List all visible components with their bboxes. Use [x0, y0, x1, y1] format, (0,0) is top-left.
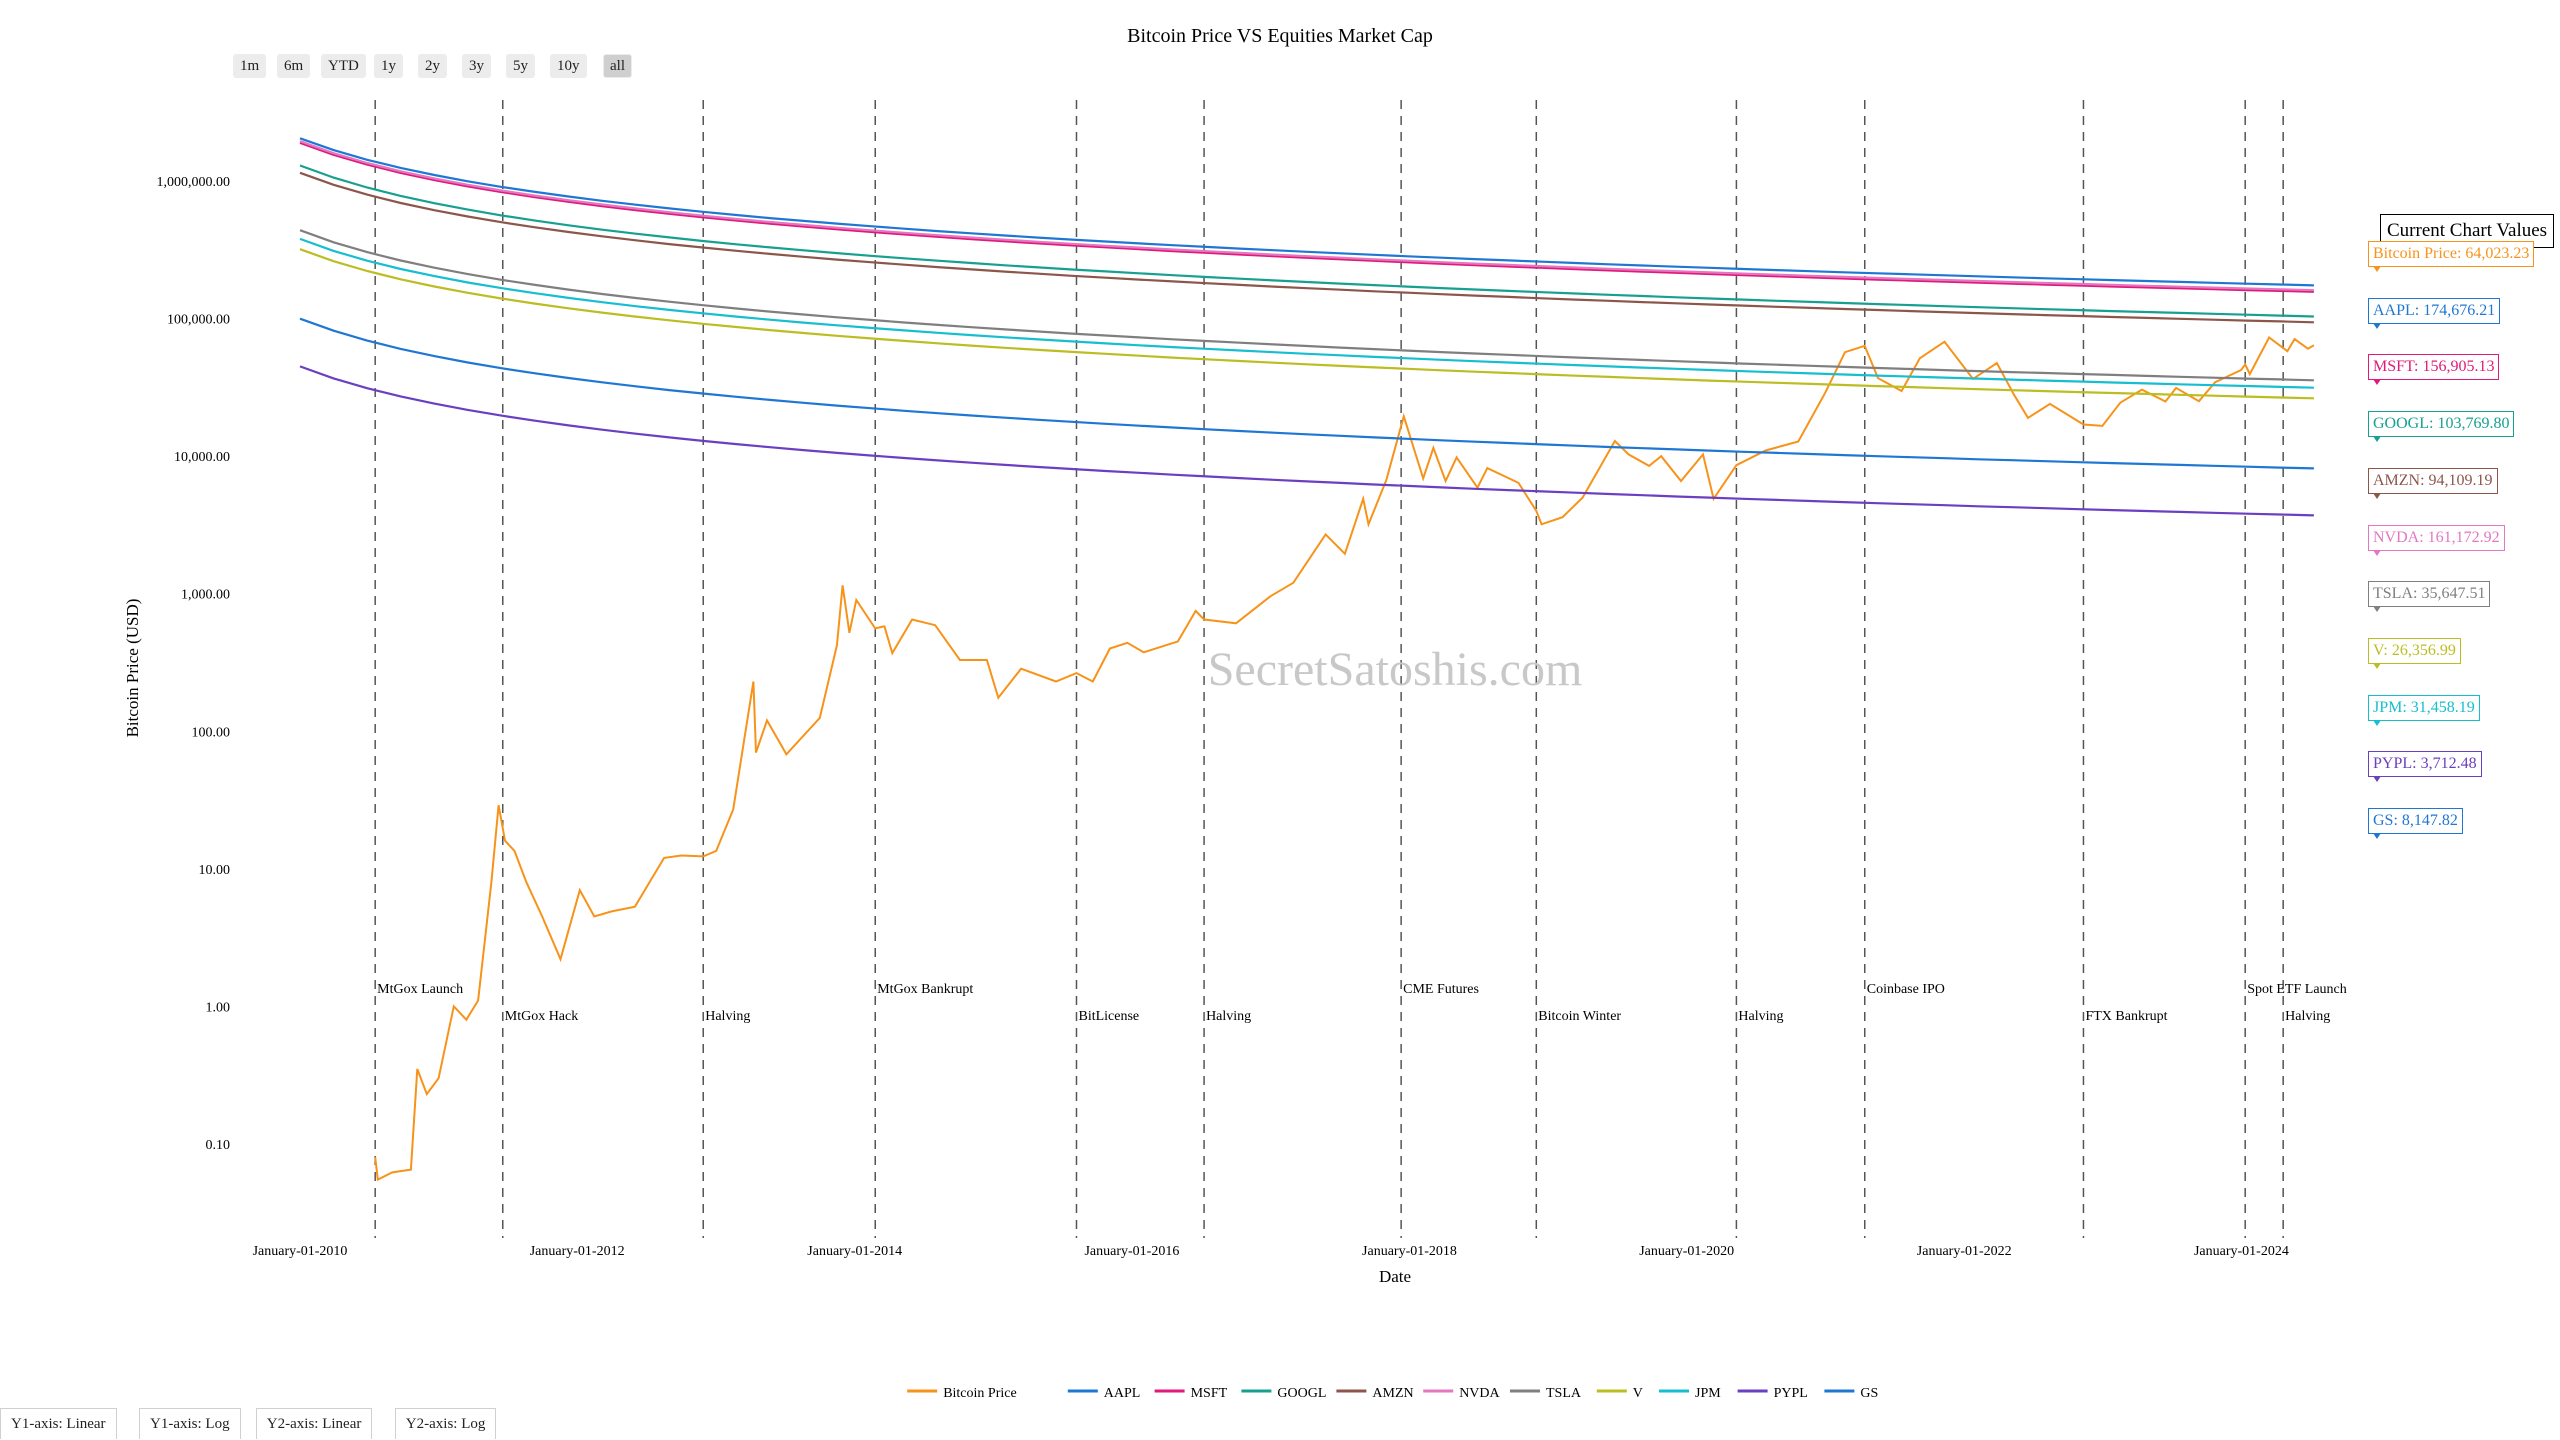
series-line-amzn [299, 171, 2314, 324]
event-label: Bitcoin Winter [1538, 1009, 1621, 1024]
range-button-10y[interactable]: 10y [550, 54, 587, 78]
range-button-all[interactable]: all [603, 54, 632, 78]
y-tick-label: 1.00 [206, 1000, 231, 1015]
event-label: Halving [2285, 1009, 2330, 1024]
series-line-aapl [299, 137, 2314, 287]
legend-item: Bitcoin Price [943, 1386, 1017, 1401]
series-line-jpm [299, 237, 2314, 389]
y-tick-label: 10,000.00 [174, 450, 230, 465]
x-tick-label: January-01-2018 [1362, 1244, 1457, 1259]
y-tick-label: 100.00 [192, 725, 231, 740]
y-tick-label: 100,000.00 [167, 313, 230, 328]
current-value-box: JPM: 31,458.19 [2368, 694, 2480, 726]
range-button-6m[interactable]: 6m [277, 54, 311, 78]
axis-button-y2-axis-log[interactable]: Y2-axis: Log [394, 1408, 497, 1439]
watermark: SecretSatoshis.com [1208, 643, 1583, 696]
range-button-1y[interactable]: 1y [374, 54, 403, 78]
x-tick-label: January-01-2012 [530, 1244, 625, 1259]
event-label: BitLicense [1078, 1009, 1139, 1024]
current-value-box: GS: 8,147.82 [2368, 808, 2463, 839]
range-button-1m[interactable]: 1m [233, 54, 267, 78]
x-tick-label: January-01-2016 [1084, 1244, 1179, 1259]
current-value-box: GOOGL: 103,769.80 [2368, 411, 2515, 443]
event-label: Halving [1738, 1009, 1783, 1024]
event-label: MtGox Bankrupt [877, 982, 973, 997]
series-lines [299, 137, 2315, 1182]
chart-title: Bitcoin Price VS Equities Market Cap [1127, 25, 1433, 47]
current-value-box: TSLA: 35,647.51 [2368, 581, 2491, 613]
x-axis-title: Date [1379, 1267, 1411, 1286]
range-button-3y[interactable]: 3y [462, 54, 491, 78]
x-tick-label: January-01-2022 [1917, 1244, 2012, 1259]
legend-item: AMZN [1372, 1386, 1413, 1401]
current-value-box: V: 26,356.99 [2368, 637, 2461, 669]
event-label: FTX Bankrupt [2085, 1009, 2167, 1024]
y-tick-label: 10.00 [199, 863, 231, 878]
event-label: MtGox Launch [377, 982, 463, 997]
legend-item: NVDA [1459, 1386, 1500, 1401]
axis-button-y1-axis-linear[interactable]: Y1-axis: Linear [0, 1408, 117, 1439]
event-label: MtGox Hack [505, 1009, 579, 1024]
event-label: Halving [1206, 1009, 1251, 1024]
legend-item: GOOGL [1277, 1386, 1326, 1401]
x-tick-label: January-01-2014 [807, 1244, 902, 1259]
legend-item: V [1633, 1386, 1643, 1401]
axes: 0.10 1.00 10.00 100.00 1,000.00 10,000.00 100,… [157, 175, 2289, 1259]
current-value-box: AMZN: 94,109.19 [2368, 467, 2498, 499]
event-label: CME Futures [1403, 982, 1479, 997]
x-tick-label: January-01-2010 [253, 1244, 348, 1259]
legend-item: MSFT [1191, 1386, 1228, 1401]
series-line-pypl [299, 365, 2314, 517]
x-tick-label: January-01-2024 [2194, 1244, 2289, 1259]
series-line-nvda [299, 140, 2314, 292]
current-value-box: PYPL: 3,712.48 [2368, 751, 2482, 783]
series-line-msft [299, 141, 2314, 293]
legend-item: GS [1860, 1386, 1878, 1401]
x-tick-label: January-01-2020 [1639, 1244, 1734, 1259]
range-button-5y[interactable]: 5y [506, 54, 535, 78]
axis-button-y2-axis-linear[interactable]: Y2-axis: Linear [255, 1408, 373, 1439]
y-axis-title: Bitcoin Price (USD) [123, 599, 142, 738]
series-line-gs [299, 317, 2314, 470]
series-line-bitcoin-price [374, 335, 2315, 1182]
y-tick-label: 1,000.00 [181, 588, 230, 603]
range-button-2y[interactable]: 2y [418, 54, 447, 78]
series-line-v [299, 248, 2314, 400]
legend-item: TSLA [1546, 1386, 1582, 1401]
legend-item: JPM [1695, 1386, 1721, 1401]
axis-button-y1-axis-log[interactable]: Y1-axis: Log [139, 1408, 241, 1439]
current-value-box: AAPL: 174,676.21 [2368, 297, 2501, 329]
series-line-tsla [299, 229, 2314, 382]
y-tick-label: 1,000,000.00 [157, 175, 231, 190]
legend-item: AAPL [1104, 1386, 1141, 1401]
series-line-googl [299, 164, 2314, 318]
y-tick-label: 0.10 [206, 1138, 231, 1153]
range-button-ytd[interactable]: YTD [321, 54, 366, 78]
current-value-box: NVDA: 161,172.92 [2368, 524, 2505, 556]
current-value-box: Bitcoin Price: 64,023.23 [2368, 241, 2535, 272]
legend-item: PYPL [1774, 1386, 1808, 1401]
current-value-box: MSFT: 156,905.13 [2368, 354, 2500, 386]
event-label: Spot ETF Launch [2247, 982, 2347, 997]
legend: Bitcoin Price AAPL MSFT GOOGL AMZN NVDA TSLA V J… [907, 1386, 1878, 1401]
event-label: Coinbase IPO [1867, 982, 1945, 997]
event-label: Halving [705, 1009, 750, 1024]
event-markers: MtGox Launch MtGox Hack Halving MtGox Bankr… [374, 100, 2347, 1238]
